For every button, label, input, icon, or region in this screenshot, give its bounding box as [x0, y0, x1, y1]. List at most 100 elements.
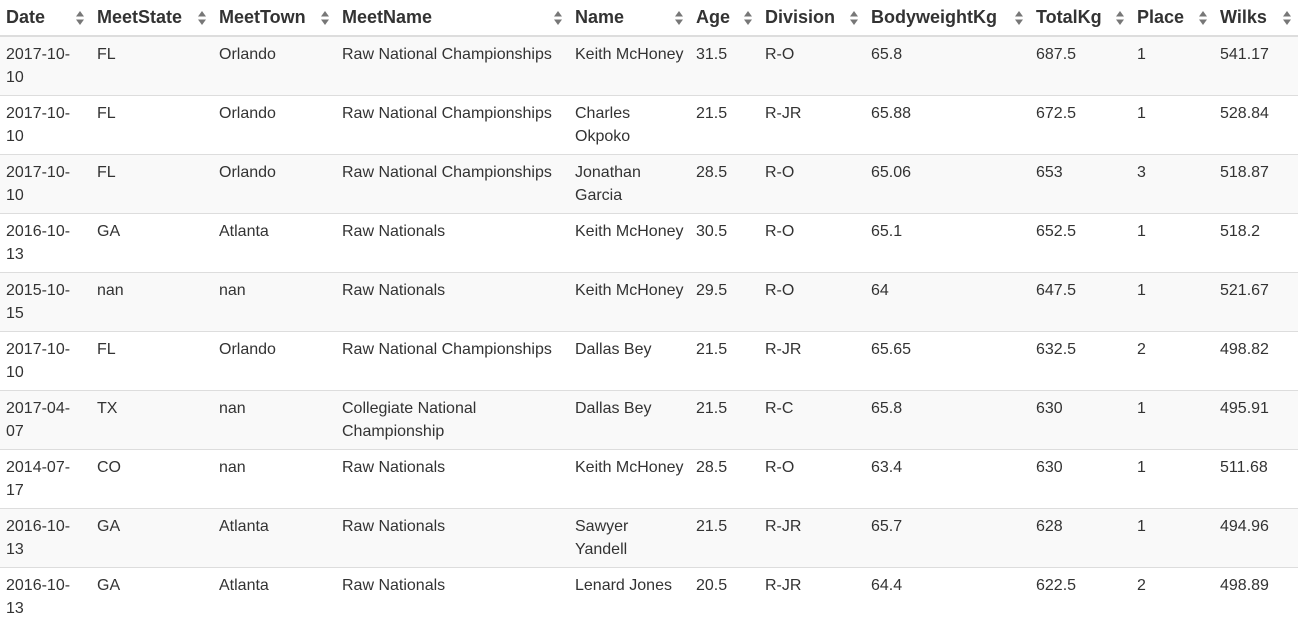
table-cell: FL [91, 35, 213, 95]
sort-icon[interactable] [1116, 11, 1124, 25]
column-header-label: MeetName [342, 7, 433, 27]
table-cell: Sawyer Yandell [569, 507, 690, 567]
column-header-label: MeetTown [219, 7, 306, 27]
table-cell: 65.8 [865, 389, 1030, 449]
table-cell: 2016-10-13 [0, 212, 91, 272]
table-cell: GA [91, 566, 213, 626]
column-header-label: Place [1137, 7, 1185, 27]
table-cell: Orlando [213, 153, 336, 213]
table-cell: 494.96 [1214, 507, 1298, 567]
table-cell: 30.5 [690, 212, 759, 272]
table-cell: R-O [759, 271, 865, 331]
sort-icon[interactable] [198, 11, 206, 25]
table-row: 2017-10-10 FL Orlando Raw National Champion… [0, 330, 1298, 390]
table-cell: 541.17 [1214, 35, 1298, 95]
table-cell: R-O [759, 35, 865, 95]
table-cell: 1 [1131, 389, 1214, 449]
table-row: 2017-10-10 FL Orlando Raw National Champion… [0, 35, 1298, 95]
table-cell: Atlanta [213, 212, 336, 272]
table-cell: GA [91, 212, 213, 272]
table-cell: 1 [1131, 35, 1214, 95]
table-cell: Atlanta [213, 507, 336, 567]
table-cell: nan [213, 389, 336, 449]
column-header-division[interactable]: Division [759, 0, 865, 37]
table-cell: 65.8 [865, 35, 1030, 95]
table-cell: 28.5 [690, 448, 759, 508]
column-header-meetname[interactable]: MeetName [336, 0, 569, 37]
table-cell: 65.1 [865, 212, 1030, 272]
table-cell: Atlanta [213, 566, 336, 626]
table-cell: nan [213, 271, 336, 331]
table-cell: TX [91, 389, 213, 449]
table-cell: 511.68 [1214, 448, 1298, 508]
column-header-label: Division [765, 7, 836, 27]
table-cell: R-JR [759, 566, 865, 626]
sort-icon[interactable] [1015, 11, 1023, 25]
sort-icon[interactable] [1283, 11, 1291, 25]
table-cell: 64.4 [865, 566, 1030, 626]
table-cell: 2 [1131, 566, 1214, 626]
table-cell: 3 [1131, 153, 1214, 213]
table-cell: 672.5 [1030, 94, 1131, 154]
table-cell: Raw Nationals [336, 212, 569, 272]
column-header-label: Wilks [1220, 7, 1267, 27]
table-cell: nan [213, 448, 336, 508]
table-row: 2016-10-13 GA Atlanta Raw Nationals Lenard J… [0, 566, 1298, 626]
sort-icon[interactable] [675, 11, 683, 25]
table-cell: GA [91, 507, 213, 567]
table-cell: CO [91, 448, 213, 508]
column-header-name[interactable]: Name [569, 0, 690, 37]
table-cell: Keith McHoney [569, 35, 690, 95]
table-cell: 2017-10-10 [0, 35, 91, 95]
column-header-meetstate[interactable]: MeetState [91, 0, 213, 37]
table-row: 2017-10-10 FL Orlando Raw National Champion… [0, 94, 1298, 154]
sort-icon[interactable] [554, 11, 562, 25]
table-cell: FL [91, 153, 213, 213]
table-cell: 2 [1131, 330, 1214, 390]
table-cell: 495.91 [1214, 389, 1298, 449]
table-cell: 628 [1030, 507, 1131, 567]
table-cell: 630 [1030, 448, 1131, 508]
table-cell: Orlando [213, 330, 336, 390]
column-header-totalkg[interactable]: TotalKg [1030, 0, 1131, 37]
table-cell: 518.2 [1214, 212, 1298, 272]
table-cell: Raw Nationals [336, 507, 569, 567]
table-cell: Collegiate National Championship [336, 389, 569, 449]
column-header-place[interactable]: Place [1131, 0, 1214, 37]
column-header-age[interactable]: Age [690, 0, 759, 37]
sort-icon[interactable] [76, 11, 84, 25]
table-cell: R-JR [759, 507, 865, 567]
column-header-label: BodyweightKg [871, 7, 997, 27]
table-cell: 1 [1131, 94, 1214, 154]
table-cell: 21.5 [690, 94, 759, 154]
column-header-label: Name [575, 7, 625, 27]
table-cell: Raw National Championships [336, 94, 569, 154]
sort-icon[interactable] [744, 11, 752, 25]
table-row: 2017-10-10 FL Orlando Raw National Champion… [0, 153, 1298, 213]
table-cell: Raw Nationals [336, 566, 569, 626]
column-header-label: Age [696, 7, 731, 27]
table-cell: Keith McHoney [569, 271, 690, 331]
table-cell: Orlando [213, 94, 336, 154]
table-cell: R-C [759, 389, 865, 449]
table-cell: Dallas Bey [569, 389, 690, 449]
sort-icon[interactable] [321, 11, 329, 25]
column-header-wilks[interactable]: Wilks [1214, 0, 1298, 37]
table-cell: Raw Nationals [336, 448, 569, 508]
table-cell: Dallas Bey [569, 330, 690, 390]
column-header-date[interactable]: Date [0, 0, 91, 37]
table-cell: 31.5 [690, 35, 759, 95]
table-cell: 687.5 [1030, 35, 1131, 95]
table-cell: 65.7 [865, 507, 1030, 567]
table-cell: 64 [865, 271, 1030, 331]
column-header-bodyweightkg[interactable]: BodyweightKg [865, 0, 1030, 37]
table-cell: 652.5 [1030, 212, 1131, 272]
table-cell: R-O [759, 212, 865, 272]
table-body: 2017-10-10 FL Orlando Raw National Champion… [0, 35, 1298, 626]
sort-icon[interactable] [850, 11, 858, 25]
sort-icon[interactable] [1199, 11, 1207, 25]
column-header-meettown[interactable]: MeetTown [213, 0, 336, 37]
table-row: 2015-10-15 nan nan Raw Nationals Keith McHon… [0, 271, 1298, 331]
table-cell: 498.82 [1214, 330, 1298, 390]
